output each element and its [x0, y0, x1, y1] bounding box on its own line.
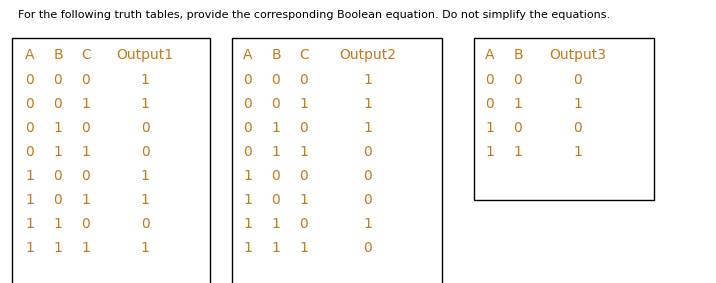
Text: 1: 1 — [26, 193, 34, 207]
Text: 0: 0 — [140, 145, 150, 159]
Text: 1: 1 — [243, 169, 253, 183]
Text: 0: 0 — [140, 217, 150, 231]
Text: 0: 0 — [485, 73, 494, 87]
Text: 1: 1 — [574, 97, 582, 111]
Text: 1: 1 — [364, 121, 372, 135]
Text: Output2: Output2 — [339, 48, 397, 62]
Text: 1: 1 — [26, 241, 34, 255]
Text: 1: 1 — [82, 193, 90, 207]
Text: 0: 0 — [54, 97, 62, 111]
Text: 0: 0 — [54, 169, 62, 183]
Text: 1: 1 — [82, 241, 90, 255]
Bar — [474, 38, 654, 200]
Text: 0: 0 — [26, 121, 34, 135]
Text: 1: 1 — [140, 193, 150, 207]
Text: 0: 0 — [574, 121, 582, 135]
Text: 0: 0 — [54, 73, 62, 87]
Text: 1: 1 — [54, 121, 62, 135]
Text: B: B — [271, 48, 281, 62]
Text: 1: 1 — [26, 217, 34, 231]
Text: 1: 1 — [271, 121, 281, 135]
Text: 1: 1 — [26, 169, 34, 183]
Text: 1: 1 — [574, 145, 582, 159]
Text: 1: 1 — [485, 121, 495, 135]
Text: 0: 0 — [364, 145, 372, 159]
Text: 1: 1 — [243, 241, 253, 255]
Text: 0: 0 — [82, 121, 90, 135]
Text: 1: 1 — [364, 73, 372, 87]
Text: A: A — [25, 48, 35, 62]
Text: 1: 1 — [513, 145, 523, 159]
Text: B: B — [513, 48, 523, 62]
Bar — [12, 38, 210, 283]
Text: Output3: Output3 — [549, 48, 606, 62]
Text: C: C — [299, 48, 309, 62]
Text: 0: 0 — [271, 73, 281, 87]
Text: 0: 0 — [299, 169, 309, 183]
Text: 1: 1 — [271, 217, 281, 231]
Text: 1: 1 — [140, 241, 150, 255]
Text: For the following truth tables, provide the corresponding Boolean equation. Do n: For the following truth tables, provide … — [18, 10, 610, 20]
Text: 1: 1 — [271, 145, 281, 159]
Text: C: C — [81, 48, 91, 62]
Text: 1: 1 — [140, 169, 150, 183]
Text: 1: 1 — [299, 241, 309, 255]
Text: 1: 1 — [243, 193, 253, 207]
Text: 1: 1 — [513, 97, 523, 111]
Text: 1: 1 — [485, 145, 495, 159]
Text: 0: 0 — [299, 121, 309, 135]
Text: 1: 1 — [140, 73, 150, 87]
Text: 0: 0 — [243, 73, 252, 87]
Text: 0: 0 — [271, 97, 281, 111]
Text: A: A — [243, 48, 253, 62]
Text: 0: 0 — [26, 97, 34, 111]
Text: 0: 0 — [26, 73, 34, 87]
Text: 0: 0 — [54, 193, 62, 207]
Text: 0: 0 — [26, 145, 34, 159]
Text: 0: 0 — [82, 73, 90, 87]
Text: 0: 0 — [243, 121, 252, 135]
Text: 1: 1 — [82, 97, 90, 111]
Text: 1: 1 — [271, 241, 281, 255]
Text: 0: 0 — [82, 217, 90, 231]
Text: 0: 0 — [243, 97, 252, 111]
Text: 0: 0 — [364, 241, 372, 255]
Text: 0: 0 — [485, 97, 494, 111]
Bar — [232, 38, 442, 283]
Text: 1: 1 — [299, 97, 309, 111]
Text: 0: 0 — [82, 169, 90, 183]
Text: 1: 1 — [54, 145, 62, 159]
Text: 0: 0 — [513, 121, 523, 135]
Text: 0: 0 — [299, 217, 309, 231]
Text: B: B — [53, 48, 63, 62]
Text: 0: 0 — [140, 121, 150, 135]
Text: 1: 1 — [140, 97, 150, 111]
Text: 0: 0 — [299, 73, 309, 87]
Text: 0: 0 — [574, 73, 582, 87]
Text: 1: 1 — [299, 193, 309, 207]
Text: 1: 1 — [364, 97, 372, 111]
Text: 1: 1 — [299, 145, 309, 159]
Text: 1: 1 — [54, 241, 62, 255]
Text: 0: 0 — [364, 193, 372, 207]
Text: Output1: Output1 — [117, 48, 173, 62]
Text: A: A — [485, 48, 495, 62]
Text: 0: 0 — [243, 145, 252, 159]
Text: 0: 0 — [271, 169, 281, 183]
Text: 0: 0 — [513, 73, 523, 87]
Text: 0: 0 — [364, 169, 372, 183]
Text: 0: 0 — [271, 193, 281, 207]
Text: 1: 1 — [54, 217, 62, 231]
Text: 1: 1 — [364, 217, 372, 231]
Text: 1: 1 — [82, 145, 90, 159]
Text: 1: 1 — [243, 217, 253, 231]
